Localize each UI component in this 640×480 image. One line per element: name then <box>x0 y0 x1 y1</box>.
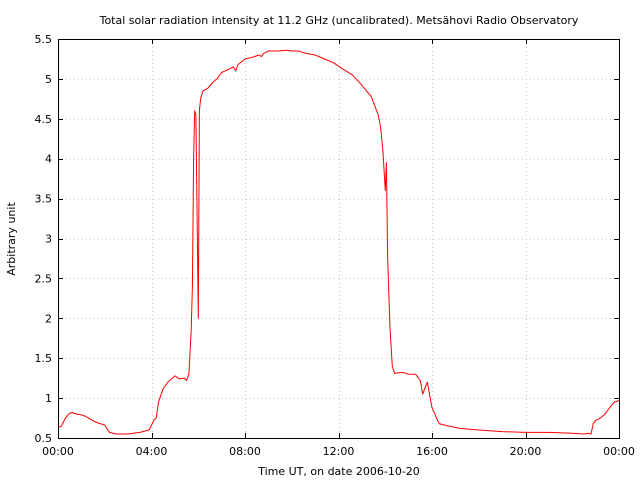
y-tick-label: 3 <box>45 233 52 246</box>
chart-title: Total solar radiation intensity at 11.2 … <box>99 14 579 27</box>
y-tick-label: 2 <box>45 312 52 325</box>
y-tick-label: 4 <box>45 153 52 166</box>
grid <box>58 39 619 438</box>
y-tick-label: 2.5 <box>35 272 53 285</box>
plot-area <box>57 49 620 435</box>
x-tick-label: 12:00 <box>323 445 355 458</box>
y-tick-label: 0.5 <box>35 432 53 445</box>
series-line <box>57 49 620 435</box>
x-tick-label: 16:00 <box>416 445 448 458</box>
y-tick-label: 1 <box>45 392 52 405</box>
y-tick-label: 3.5 <box>35 193 53 206</box>
x-tick-label: 08:00 <box>229 445 261 458</box>
y-tick-label: 1.5 <box>35 352 53 365</box>
x-tick-label: 00:00 <box>603 445 635 458</box>
y-axis-tick-labels: 0.5 1 1.5 2 2.5 3 3.5 4 4.5 5 5.5 <box>35 33 53 445</box>
x-tick-label: 00:00 <box>42 445 74 458</box>
y-tick-label: 5 <box>45 73 52 86</box>
x-tick-label: 20:00 <box>510 445 542 458</box>
y-tick-label: 4.5 <box>35 113 53 126</box>
y-tick-label: 5.5 <box>35 33 53 46</box>
y-axis-label: Arbitrary unit <box>5 202 18 276</box>
axis-ticks <box>58 39 620 439</box>
x-tick-label: 04:00 <box>136 445 168 458</box>
x-axis-label: Time UT, on date 2006-10-20 <box>257 465 420 478</box>
x-axis-tick-labels: 00:00 04:00 08:00 12:00 16:00 20:00 00:00 <box>42 445 635 458</box>
